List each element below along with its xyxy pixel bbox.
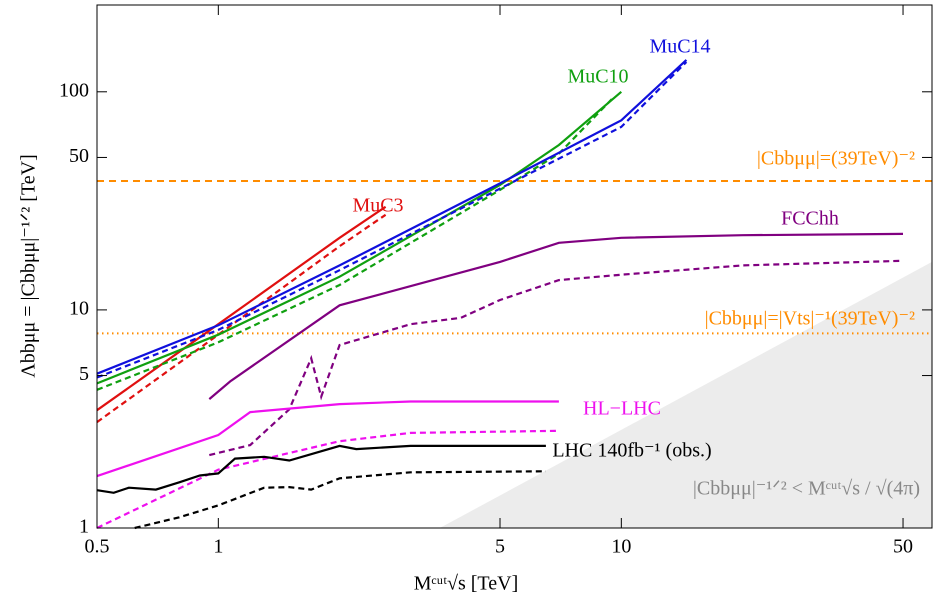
series-label: HL−LHC — [583, 398, 661, 420]
y-tick-label: 100 — [59, 79, 89, 101]
series-label: LHC 140fb⁻¹ (obs.) — [552, 440, 711, 462]
series-line — [96, 61, 688, 379]
series-line — [96, 205, 387, 412]
x-tick-label: 5 — [495, 536, 505, 558]
reference-label: |Cbbμμ|=(39TeV)⁻² — [757, 148, 915, 170]
y-tick-label: 5 — [79, 363, 89, 385]
series-line — [96, 59, 688, 375]
series-line — [96, 95, 615, 391]
x-tick-label: 50 — [893, 536, 913, 558]
x-axis-title: Mᶜᵘᵗ√s [TeV] — [414, 573, 519, 595]
y-tick-label: 10 — [69, 297, 89, 319]
series-line — [96, 90, 623, 385]
y-axis-title: Λbbμμ = |Cbbμμ|⁻¹ᐟ² [TeV] — [18, 154, 40, 378]
series-line — [96, 429, 559, 529]
x-tick-label: 1 — [213, 536, 223, 558]
series-line — [134, 470, 546, 530]
x-tick-label: 10 — [611, 536, 631, 558]
reference-label: |Cbbμμ|=|Vts|⁻¹(39TeV)⁻² — [705, 308, 915, 330]
series-label: FCChh — [781, 208, 839, 230]
series-label: MuC14 — [649, 36, 710, 58]
series-line — [96, 213, 387, 423]
series-label: MuC10 — [567, 66, 628, 88]
series-line — [208, 232, 904, 400]
y-tick-label: 50 — [69, 145, 89, 167]
x-tick-label: 0.5 — [85, 536, 110, 558]
y-tick-label: 1 — [79, 516, 89, 538]
series-line — [96, 444, 546, 494]
region-label: |Cbbμμ|⁻¹ᐟ² < Mᶜᵘᵗ√s / √(4π) — [693, 478, 920, 500]
series-label: MuC3 — [352, 195, 403, 217]
plot-frame — [96, 4, 933, 529]
excluded-region — [439, 261, 932, 528]
series-line — [96, 400, 559, 478]
